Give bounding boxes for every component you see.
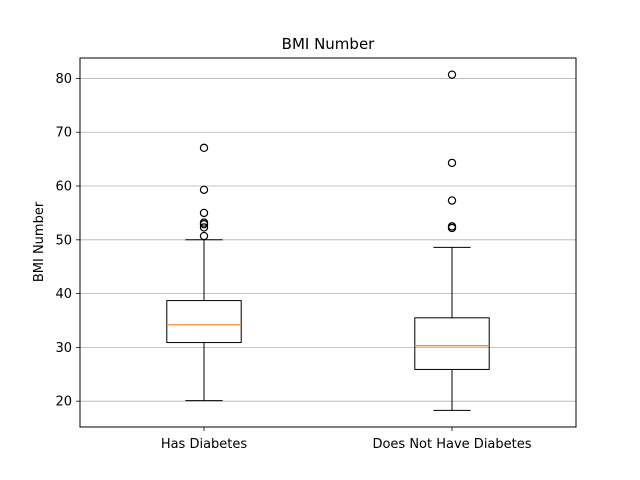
outlier-point: [447, 196, 457, 205]
outlier-point: [199, 231, 209, 241]
y-tick-label: 30: [55, 341, 72, 356]
y-axis-label: BMI Number: [32, 201, 47, 282]
chart-title: BMI Number: [282, 35, 376, 53]
y-axis: 20 30 40 50 60 70 80: [55, 72, 80, 410]
x-tick-label: Does Not Have Diabetes: [372, 437, 531, 452]
outlier-point: [199, 143, 209, 153]
x-tick-label: Has Diabetes: [161, 437, 248, 452]
outlier-point: [447, 70, 457, 79]
outlier-point: [199, 185, 209, 194]
y-tick-label: 80: [55, 72, 72, 87]
y-tick-label: 60: [55, 180, 72, 195]
grid: [80, 78, 576, 402]
y-tick-label: 70: [55, 126, 72, 141]
outlier-point: [447, 222, 457, 231]
box-group: [414, 70, 490, 411]
y-tick-label: 20: [55, 395, 72, 410]
x-axis: Has Diabetes Does Not Have Diabetes: [161, 427, 532, 452]
plot-frame: [79, 57, 577, 428]
y-tick-label: 50: [55, 233, 72, 248]
y-tick-label: 40: [55, 287, 72, 302]
iqr-box: [414, 317, 490, 370]
outlier-point: [199, 223, 209, 232]
outlier-point: [447, 158, 457, 168]
box-group: [166, 143, 242, 402]
iqr-box: [166, 300, 242, 344]
boxes: [166, 70, 490, 411]
outlier-point: [199, 218, 209, 227]
outlier-point: [199, 208, 209, 218]
